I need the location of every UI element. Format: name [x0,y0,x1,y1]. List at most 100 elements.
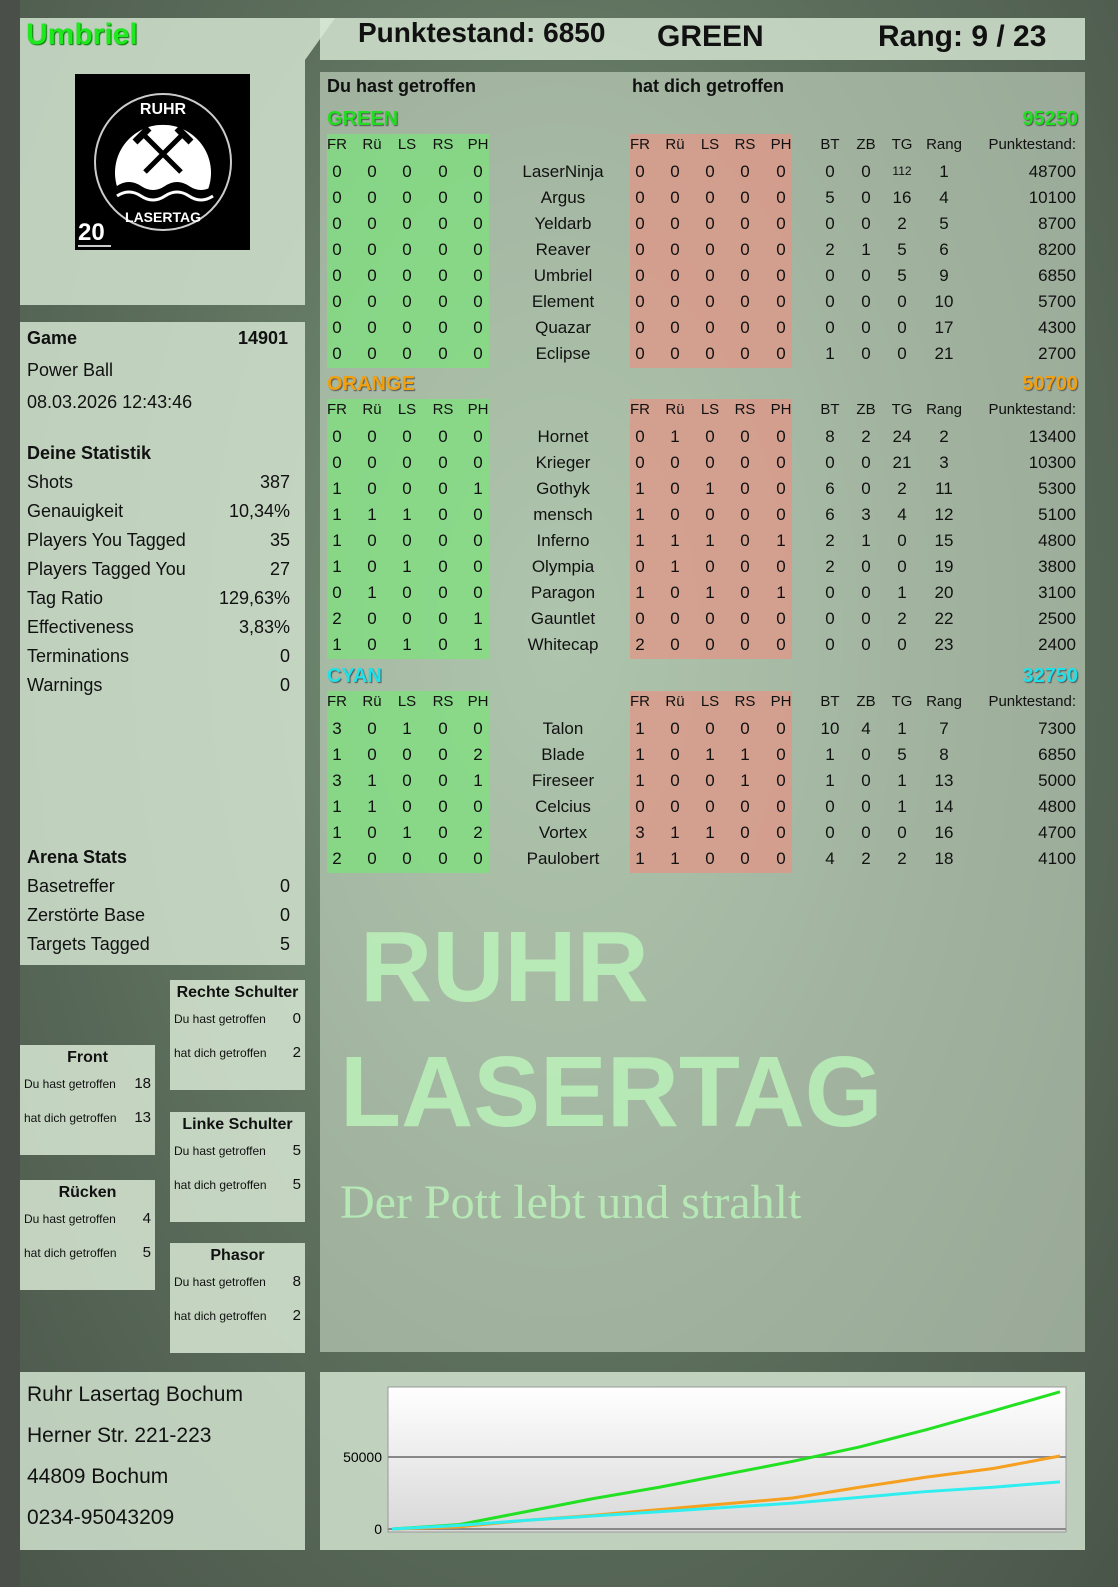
stat-cell: 7 [939,719,949,738]
stats-panel [20,322,305,965]
column-header: PH [770,401,792,418]
player-name: Umbriel [26,18,138,51]
hit-you-cell: 0 [776,427,786,446]
stat-label: Genauigkeit [27,501,124,521]
hit-you-cell: 0 [670,214,680,233]
stat-cell: 14 [934,797,954,816]
column-header: FR [630,401,650,418]
hit-you-cell: 0 [740,318,750,337]
stat-cell: 1 [861,240,871,259]
player-name-cell: LaserNinja [522,162,604,181]
you-hit-cell: 0 [473,427,483,446]
score-cell: 13400 [1028,427,1076,446]
player-name-cell: Argus [540,188,586,207]
stat-cell: 3 [861,505,871,524]
column-header: Punktestand: [988,401,1076,418]
hit-you-cell: 0 [776,557,786,576]
stat-cell: 0 [861,214,871,233]
y-tick-label: 50000 [343,1449,382,1465]
team-name-orange: ORANGE [327,373,415,395]
stat-cell: 0 [861,823,871,842]
arena-stat-label: Zerstörte Base [27,905,146,925]
zone-got-label: hat dich getroffen [174,1178,267,1192]
stat-cell: 0 [861,479,871,498]
you-hit-cell: 0 [402,427,412,446]
you-hit-cell: 0 [473,162,483,181]
you-hit-cell: 0 [438,240,448,259]
address-line: 0234-95043209 [27,1506,175,1529]
column-header: LS [700,136,720,153]
you-hit-cell: 0 [402,318,412,337]
hit-you-cell: 1 [635,505,645,524]
stat-cell: 1 [825,771,835,790]
stat-cell: 11 [935,479,953,498]
score-cell: 5300 [1038,479,1076,498]
stat-value: 387 [259,472,290,492]
stat-cell: 6 [825,505,835,524]
stat-cell: 2 [939,427,949,446]
hit-you-cell: 1 [670,823,680,842]
player-name-cell: Blade [541,745,585,764]
hit-you-cell: 0 [670,609,680,628]
you-hit-cell: 1 [473,771,483,790]
hit-you-cell: 1 [670,557,680,576]
hit-you-cell: 0 [740,635,750,654]
stat-label: Players Tagged You [27,559,186,579]
score-cell: 8200 [1038,240,1076,259]
hit-you-cell: 2 [635,635,645,654]
zone-box-linke-schulter: Linke Schulter Du hast getroffen 5 hat dich… [170,1112,305,1222]
you-hit-cell: 0 [367,635,377,654]
you-hit-cell: 1 [367,505,377,524]
column-header: RS [432,136,454,153]
stat-cell: 2 [825,557,835,576]
you-hit-cell: 0 [367,188,377,207]
stat-cell: 0 [825,453,835,472]
stat-cell: 1 [897,719,907,738]
you-hit-cell: 0 [402,214,412,233]
zone-hit-label: Du hast getroffen [174,1144,266,1158]
player-name-cell: mensch [533,505,593,524]
column-header: Rü [665,136,685,153]
hit-you-cell: 0 [776,719,786,738]
stat-cell: 24 [892,427,912,446]
stat-cell: 0 [861,266,871,285]
hit-you-cell: 0 [740,427,750,446]
stat-cell: 1 [897,583,907,602]
player-name-cell: Paragon [530,583,596,602]
you-hit-cell: 0 [367,292,377,311]
stat-cell: 5 [897,240,907,259]
zone-got-label: hat dich getroffen [24,1246,117,1260]
hit-you-cell: 0 [776,162,786,181]
stat-cell: 2 [897,849,907,868]
you-hit-cell: 0 [332,344,342,363]
stat-cell: 0 [861,318,871,337]
hit-you-cell: 0 [705,344,715,363]
you-hit-cell: 0 [402,849,412,868]
stat-cell: 0 [897,318,907,337]
column-header: FR [327,136,347,153]
player-name-cell: Reaver [535,240,591,259]
you-hit-cell: 1 [473,609,483,628]
you-hit-column-bg [327,399,489,659]
column-header: Rü [665,401,685,418]
zone-got-label: hat dich getroffen [174,1046,267,1060]
stat-cell: 2 [861,427,871,446]
you-hit-cell: 0 [473,719,483,738]
stat-label: Effectiveness [27,617,134,637]
hit-you-column-bg [630,399,792,659]
score-cell: 2500 [1038,609,1076,628]
you-hit-cell: 0 [438,214,448,233]
arena-stat-value: 5 [279,934,290,954]
hit-you-column-bg [630,134,792,368]
column-header: LS [700,693,720,710]
you-hit-cell: 0 [402,771,412,790]
stat-cell: 0 [861,292,871,311]
hit-you-cell: 0 [705,505,715,524]
player-name-cell: Olympia [531,557,595,576]
hit-you-cell: 0 [705,635,715,654]
you-hit-cell: 0 [367,719,377,738]
stat-cell: 0 [825,797,835,816]
hit-you-cell: 1 [705,823,715,842]
zone-title: Rücken [58,1184,117,1201]
score-cell: 3100 [1038,583,1076,602]
